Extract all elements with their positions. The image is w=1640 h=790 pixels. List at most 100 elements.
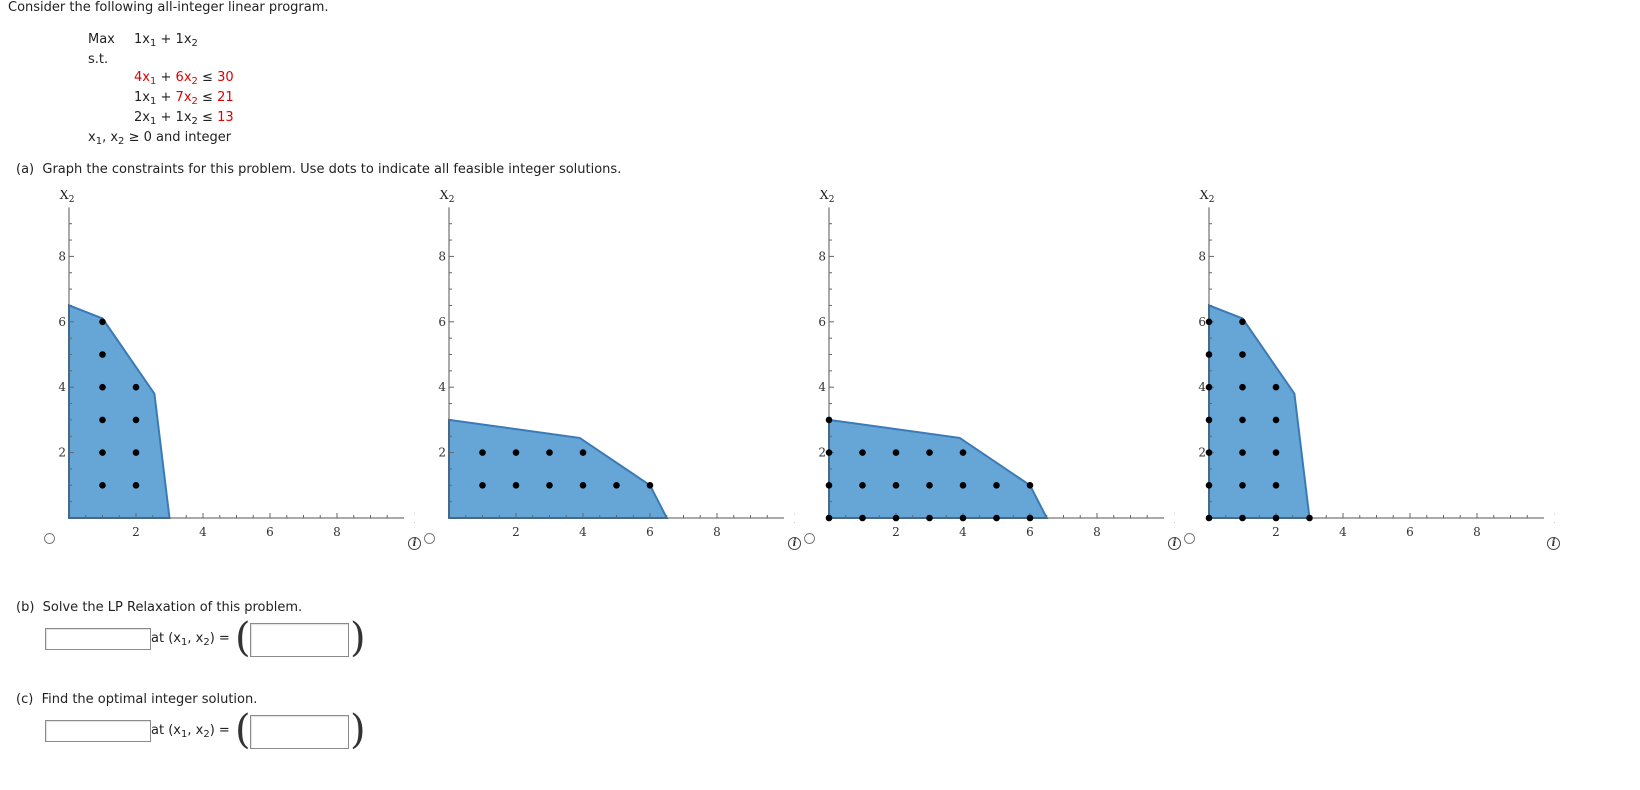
graph-option-3-radio[interactable] xyxy=(804,533,815,544)
graph-option-2: 2 4 6 8 2 4 6 8 X2 X1 xyxy=(438,190,795,539)
integer-point xyxy=(1272,416,1280,424)
integer-point xyxy=(1272,449,1280,456)
integer-point xyxy=(1026,482,1034,489)
integer-point xyxy=(646,482,654,489)
graph-option-4-radio[interactable] xyxy=(1184,533,1195,544)
optimal-integer-point-input[interactable] xyxy=(250,715,349,749)
integer-point xyxy=(99,318,106,326)
x-tick-label: 8 xyxy=(713,525,721,539)
integer-point xyxy=(546,449,553,456)
integer-point xyxy=(99,416,106,424)
x-tick-label: 2 xyxy=(132,525,140,539)
integer-point xyxy=(859,449,866,456)
integer-point xyxy=(1272,482,1280,489)
integer-point xyxy=(926,449,933,456)
integer-point xyxy=(1239,383,1246,391)
integer-point xyxy=(1205,449,1213,456)
integer-point xyxy=(1272,514,1280,522)
integer-point xyxy=(926,514,933,522)
part-c-right-paren: ) xyxy=(350,707,366,753)
y-axis-label: X2 xyxy=(820,190,835,205)
graph-option-2-radio[interactable] xyxy=(424,533,435,544)
part-a-label: (a) xyxy=(16,162,35,177)
integer-point xyxy=(926,482,933,489)
integer-point xyxy=(132,383,140,391)
graph-option-1-radio[interactable] xyxy=(44,533,55,544)
part-c-left-paren: ( xyxy=(235,707,251,753)
integer-point xyxy=(1205,416,1213,424)
y-tick-label: 6 xyxy=(438,315,446,329)
part-b-question: (b) Solve the LP Relaxation of this prob… xyxy=(16,600,302,615)
x-tick-label: 2 xyxy=(892,525,900,539)
y-tick-label: 4 xyxy=(1198,380,1206,394)
integer-point xyxy=(579,482,587,489)
graph-option-1: 2 4 6 8 2 4 6 8 X2 X1 xyxy=(58,190,415,539)
part-b-right-paren: ) xyxy=(350,615,366,661)
objective-c1: 1 xyxy=(134,32,143,47)
part-a-question: (a) Graph the constraints for this probl… xyxy=(16,162,621,177)
x-tick-label: 4 xyxy=(579,525,587,539)
y-tick-label: 8 xyxy=(58,249,66,263)
part-c-label: (c) xyxy=(16,692,34,707)
integer-point xyxy=(1239,318,1246,326)
integer-point xyxy=(99,449,106,456)
integer-point xyxy=(512,449,520,456)
y-tick-label: 6 xyxy=(818,315,826,329)
integer-point xyxy=(1205,318,1213,326)
part-b-text: Solve the LP Relaxation of this problem. xyxy=(42,600,303,615)
integer-point xyxy=(613,482,620,489)
integer-point xyxy=(1239,449,1246,456)
y-tick-label: 6 xyxy=(58,315,66,329)
integer-point xyxy=(1239,514,1246,522)
x-tick-label: 6 xyxy=(646,525,654,539)
integer-point xyxy=(1205,514,1213,522)
integer-point xyxy=(959,514,967,522)
integer-point xyxy=(892,482,900,489)
constraint-2: 1x1 + 7x2 ≤ 21 xyxy=(134,90,234,107)
graph-option-3: 2 4 6 8 2 4 6 8 X2 X1 xyxy=(818,190,1175,539)
feasible-region xyxy=(828,418,1049,519)
part-c-at-label: at (x1, x2) = xyxy=(151,723,230,740)
integer-point xyxy=(1026,514,1034,522)
x-tick-label: 4 xyxy=(959,525,967,539)
problem-intro: Consider the following all-integer linea… xyxy=(8,0,329,15)
integer-point xyxy=(479,482,486,489)
y-axis-label: X2 xyxy=(60,190,75,205)
part-b-label: (b) xyxy=(16,600,35,615)
graph-option-3-info-icon[interactable]: i xyxy=(1168,537,1181,550)
x-tick-label: 8 xyxy=(333,525,341,539)
integer-point xyxy=(825,416,833,424)
integer-point xyxy=(1239,351,1246,358)
x-tick-label: 4 xyxy=(1339,525,1347,539)
y-tick-label: 2 xyxy=(438,446,446,460)
integer-point xyxy=(825,514,833,522)
y-tick-label: 8 xyxy=(818,249,826,263)
y-tick-label: 4 xyxy=(818,380,826,394)
lp-relaxation-point-input[interactable] xyxy=(250,623,349,657)
feasible-region xyxy=(68,303,171,519)
graph-option-1-info-icon[interactable]: i xyxy=(408,537,421,550)
lp-relaxation-value-input[interactable] xyxy=(45,628,151,650)
x-tick-label: 8 xyxy=(1093,525,1101,539)
graph-option-4-info-icon[interactable]: i xyxy=(1547,537,1560,550)
subject-to-label: s.t. xyxy=(88,52,109,67)
y-tick-label: 8 xyxy=(1198,249,1206,263)
x-tick-label: 8 xyxy=(1473,525,1481,539)
x-tick-label: 4 xyxy=(199,525,207,539)
x-tick-label: 6 xyxy=(1406,525,1414,539)
objective-function: 1x1 + 1x2 xyxy=(134,32,198,49)
integer-point xyxy=(99,351,106,358)
nonnegativity-constraint: x1, x2 ≥ 0 and integer xyxy=(88,130,232,147)
graph-option-2-info-icon[interactable]: i xyxy=(788,537,801,550)
integer-point xyxy=(825,482,833,489)
integer-point xyxy=(1205,351,1213,358)
integer-point xyxy=(825,449,833,456)
integer-point xyxy=(1306,514,1313,522)
optimal-integer-value-input[interactable] xyxy=(45,720,151,742)
integer-point xyxy=(479,449,486,456)
integer-point xyxy=(959,482,967,489)
part-c-text: Find the optimal integer solution. xyxy=(41,692,258,707)
y-tick-label: 6 xyxy=(1198,315,1206,329)
constraint-3: 2x1 + 1x2 ≤ 13 xyxy=(134,110,234,127)
integer-point xyxy=(99,383,106,391)
